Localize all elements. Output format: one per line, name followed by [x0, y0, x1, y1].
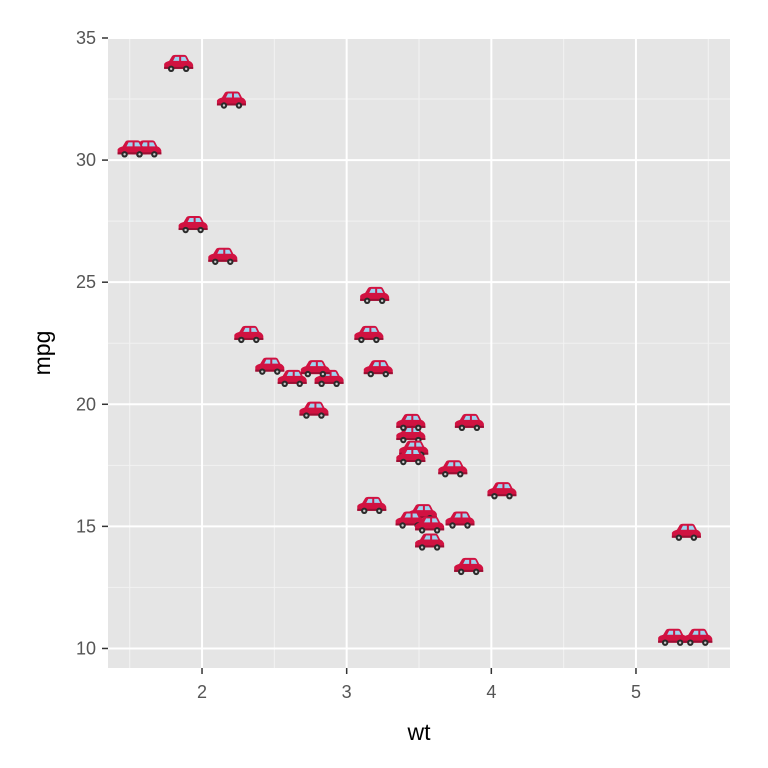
- x-axis-title: wt: [407, 719, 432, 745]
- x-tick-label: 4: [486, 682, 496, 702]
- y-tick-label: 20: [76, 394, 96, 414]
- major-gridlines: [108, 37, 730, 668]
- y-axis-title: mpg: [29, 331, 55, 376]
- y-tick-label: 30: [76, 150, 96, 170]
- y-tick-label: 10: [76, 638, 96, 658]
- x-tick-label: 2: [197, 682, 207, 702]
- x-tick-label: 3: [342, 682, 352, 702]
- minor-gridlines: [108, 38, 730, 668]
- y-tick-label: 35: [76, 28, 96, 48]
- y-axis-ticks: 10 15 20 25 30 35: [76, 28, 108, 658]
- y-tick-label: 15: [76, 516, 96, 536]
- x-tick-label: 5: [631, 682, 641, 702]
- x-axis-ticks: 2 3 4 5: [197, 668, 641, 702]
- y-tick-label: 25: [76, 272, 96, 292]
